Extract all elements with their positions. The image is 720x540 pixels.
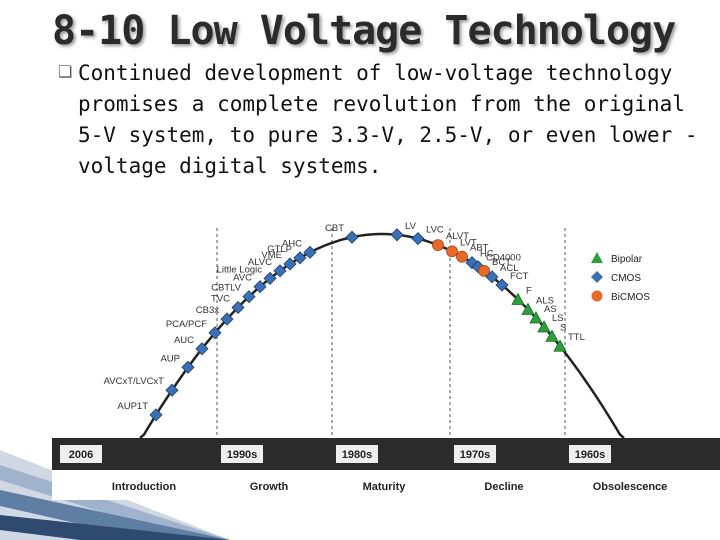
family-marker bbox=[529, 311, 543, 324]
legend-marker bbox=[591, 252, 603, 263]
era-label-bg bbox=[221, 445, 263, 463]
legend-marker bbox=[591, 271, 603, 283]
era-label-bg bbox=[454, 445, 496, 463]
family-label: AUP1T bbox=[117, 401, 148, 412]
era-label: 1960s bbox=[575, 449, 606, 461]
family-marker bbox=[231, 300, 245, 315]
family-marker bbox=[303, 245, 317, 259]
family-label: CBT bbox=[325, 223, 344, 234]
era-label-bg bbox=[336, 445, 378, 463]
family-label: F bbox=[526, 286, 532, 297]
stage-label: Obsolescence bbox=[593, 481, 668, 493]
family-label: HC bbox=[480, 249, 494, 260]
family-marker bbox=[263, 271, 277, 285]
family-label: LS bbox=[552, 313, 564, 324]
family-label: BCT bbox=[492, 257, 511, 268]
era-label-bg bbox=[60, 445, 102, 463]
stage-label: Maturity bbox=[363, 481, 407, 493]
era-label: 1980s bbox=[342, 449, 373, 461]
family-label: AHC bbox=[282, 238, 302, 249]
family-marker bbox=[446, 245, 458, 258]
family-marker bbox=[545, 329, 559, 342]
family-marker bbox=[273, 264, 287, 278]
family-label: ABT bbox=[470, 243, 489, 254]
stage-label: Introduction bbox=[112, 481, 176, 493]
family-marker bbox=[181, 360, 195, 374]
family-marker bbox=[511, 292, 525, 305]
family-marker bbox=[553, 339, 567, 352]
logic-family-lifecycle-diagram: AUP1TAVCxT/LVCxTAUPAUCPCA/PCFCB3xTVCCBTL… bbox=[52, 220, 720, 500]
family-marker bbox=[495, 278, 509, 292]
stage-label: Decline bbox=[484, 481, 523, 493]
family-marker bbox=[293, 251, 307, 265]
family-marker bbox=[537, 320, 551, 333]
family-label: ALVC bbox=[248, 257, 272, 268]
family-marker bbox=[456, 250, 468, 263]
family-marker bbox=[283, 257, 297, 271]
era-label: 1970s bbox=[460, 449, 491, 461]
family-marker bbox=[149, 408, 163, 422]
family-label: AVC bbox=[233, 273, 252, 284]
family-label: LVC bbox=[426, 225, 444, 236]
family-label: TTL bbox=[568, 332, 585, 343]
family-label: GTLP bbox=[267, 244, 292, 255]
family-marker bbox=[485, 270, 499, 284]
family-label: ACL bbox=[500, 263, 518, 274]
family-label: PCA/PCF bbox=[166, 319, 207, 330]
family-label: AS bbox=[544, 304, 557, 315]
family-label: CD4000 bbox=[486, 253, 521, 264]
family-marker bbox=[195, 342, 209, 356]
family-label: AVCxT/LVCxT bbox=[104, 376, 165, 387]
family-label: CBTLV bbox=[211, 283, 242, 294]
family-marker bbox=[411, 232, 425, 246]
family-marker bbox=[521, 302, 535, 315]
era-label: 2006 bbox=[69, 449, 93, 461]
family-label: ALS bbox=[536, 295, 554, 306]
family-marker bbox=[478, 264, 490, 277]
family-marker bbox=[208, 326, 222, 340]
legend-marker bbox=[591, 290, 603, 302]
family-marker bbox=[253, 280, 267, 294]
family-label: AUC bbox=[174, 335, 194, 346]
family-label: S bbox=[560, 322, 566, 333]
family-label: LV bbox=[405, 221, 417, 232]
family-label: ALVT bbox=[446, 231, 469, 242]
family-label: AUP bbox=[160, 353, 180, 364]
family-marker bbox=[390, 228, 404, 242]
family-marker bbox=[220, 312, 234, 326]
family-marker bbox=[242, 290, 256, 304]
family-label: Little Logic bbox=[217, 264, 263, 275]
family-marker bbox=[165, 383, 179, 397]
legend-label: CMOS bbox=[611, 273, 641, 284]
legend-label: BiCMOS bbox=[611, 292, 650, 303]
family-label: VME bbox=[261, 250, 282, 261]
family-label: FCT bbox=[510, 271, 529, 282]
era-bar bbox=[52, 438, 720, 470]
family-marker bbox=[432, 239, 444, 252]
stage-label: Growth bbox=[250, 481, 289, 493]
family-marker bbox=[345, 230, 359, 244]
family-label: TVC bbox=[211, 293, 230, 304]
era-label: 1990s bbox=[227, 449, 258, 461]
bullet-icon: ❏ bbox=[58, 62, 73, 81]
family-label: CB3x bbox=[196, 305, 219, 316]
legend-label: Bipolar bbox=[611, 254, 643, 265]
slide-title: 8-10 Low Voltage Technology bbox=[52, 8, 676, 54]
family-label: LVT bbox=[460, 237, 477, 248]
era-label-bg bbox=[569, 445, 611, 463]
bullet-text: Continued development of low-voltage tec… bbox=[78, 61, 698, 178]
